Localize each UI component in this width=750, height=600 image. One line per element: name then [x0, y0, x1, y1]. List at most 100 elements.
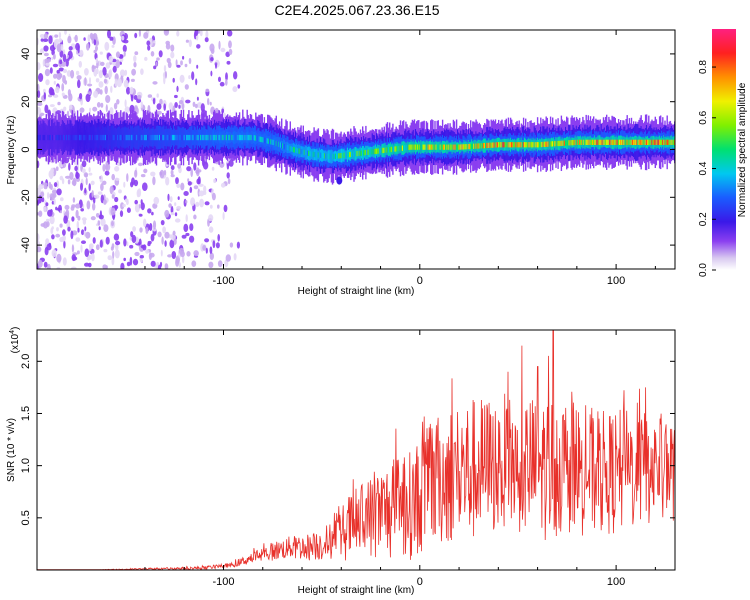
ridge-core — [214, 134, 216, 141]
noise-blob — [58, 31, 62, 39]
ridge-core — [555, 141, 557, 147]
ridge-core — [233, 134, 235, 141]
ridge-core — [109, 134, 111, 141]
ridge-core — [506, 142, 509, 148]
noise-blob — [170, 165, 175, 171]
noise-blob — [196, 64, 199, 69]
noise-blob — [160, 220, 165, 226]
ridge-core — [648, 139, 650, 145]
ridge-core — [295, 147, 297, 153]
ridge-core — [173, 134, 175, 141]
ridge-core — [223, 134, 226, 141]
ridge-core — [463, 144, 465, 150]
noise-blob — [174, 212, 178, 217]
ridge-core — [132, 134, 134, 141]
noise-blob — [169, 196, 173, 203]
ridge-core — [161, 134, 163, 141]
ridge-core — [413, 144, 416, 150]
noise-blob — [140, 101, 143, 109]
noise-blob — [173, 238, 177, 245]
noise-blob — [45, 202, 49, 207]
noise-blob — [58, 38, 63, 43]
noise-blob — [95, 78, 100, 83]
ridge-core — [491, 142, 493, 148]
ridge-core — [326, 153, 328, 159]
noise-blob — [65, 58, 69, 67]
ridge-core — [502, 142, 504, 148]
ridge-core — [202, 134, 204, 141]
noise-blob — [158, 50, 163, 58]
ridge-core — [97, 134, 99, 141]
ridge-core — [190, 134, 192, 141]
noise-blob — [195, 78, 198, 86]
ridge-core — [666, 139, 668, 145]
ridge-core — [227, 134, 229, 141]
ridge-core — [46, 134, 49, 141]
colorbar-tick-label: 0.8 — [698, 60, 709, 74]
ridge-core — [534, 142, 537, 148]
noise-blob — [65, 209, 70, 217]
ridge-core — [406, 144, 408, 151]
noise-blob — [111, 257, 115, 266]
ridge-core — [500, 142, 502, 148]
ridge-core — [495, 142, 498, 148]
ridge-core — [216, 134, 218, 141]
noise-blob — [61, 83, 65, 92]
noise-blob — [229, 242, 234, 248]
ridge-core — [617, 139, 620, 145]
ridge-core — [446, 144, 448, 150]
ridge-core — [344, 152, 347, 158]
ridge-core — [249, 134, 252, 141]
ridge-core — [498, 142, 500, 148]
snr-marks — [37, 330, 675, 570]
ridge-core — [314, 152, 316, 158]
noise-blob — [168, 203, 172, 208]
ridge-core — [181, 134, 184, 141]
ridge-core — [59, 134, 62, 141]
ridge-core — [285, 144, 287, 150]
ridge-core — [236, 134, 239, 141]
noise-blob — [209, 246, 213, 254]
noise-blob — [153, 196, 160, 205]
noise-blob — [139, 255, 144, 259]
noise-blob — [180, 60, 183, 66]
noise-blob — [82, 219, 87, 225]
ridge-core — [577, 139, 580, 145]
ridge-core — [482, 143, 485, 149]
ridge-core — [628, 139, 631, 145]
noise-blob — [51, 249, 57, 258]
ridge-core — [521, 142, 524, 148]
ridge-core — [444, 144, 446, 150]
ridge-core — [398, 145, 401, 152]
ridge-core — [466, 144, 469, 150]
noise-blob — [188, 75, 191, 80]
noise-blob — [37, 233, 40, 242]
noise-blob — [133, 55, 137, 63]
noise-blob — [237, 84, 241, 89]
ridge-core — [359, 150, 362, 156]
noise-blob — [93, 39, 97, 46]
ridge-core — [95, 134, 97, 141]
ridge-core — [408, 144, 410, 150]
noise-blob — [175, 177, 179, 185]
noise-blob — [71, 216, 75, 222]
ridge-core — [435, 144, 437, 150]
ridge-core — [661, 139, 663, 145]
ridge-core — [143, 134, 146, 141]
ridge-core — [150, 134, 152, 141]
snr-x-tick-label: -100 — [212, 576, 234, 588]
noise-blob — [163, 65, 167, 72]
noise-blob — [195, 201, 200, 207]
noise-blob — [185, 200, 188, 204]
noise-blob — [205, 88, 210, 93]
noise-blob — [188, 39, 192, 48]
noise-blob — [147, 208, 152, 214]
snr-y-label: SNR (10 * v/v) — [6, 418, 17, 482]
ridge-core — [189, 134, 191, 141]
noise-blob — [150, 38, 153, 47]
ridge-core — [110, 134, 112, 141]
ridge-core — [443, 144, 445, 150]
noise-blob — [122, 203, 126, 208]
ridge-core — [177, 134, 179, 141]
ridge-core — [454, 144, 457, 150]
